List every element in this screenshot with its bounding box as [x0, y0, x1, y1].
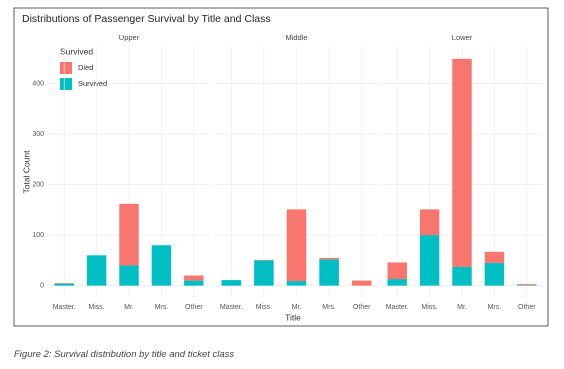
bar — [387, 262, 407, 280]
bar — [184, 280, 204, 286]
y-tick-label: 300 — [32, 131, 44, 138]
bar — [286, 209, 307, 282]
x-tick-label: Other — [518, 304, 536, 311]
legend-label: Survived — [78, 79, 107, 88]
x-tick-label: Mrs. — [155, 304, 169, 311]
x-tick-label: Master. — [53, 304, 76, 311]
x-tick-label: Miss. — [421, 304, 437, 311]
x-tick-label: Mr. — [124, 304, 134, 311]
bar — [419, 235, 440, 286]
bar — [419, 209, 440, 236]
x-tick-label: Mrs. — [488, 304, 502, 311]
bar — [484, 262, 505, 286]
bar — [517, 285, 537, 286]
bar — [452, 58, 472, 267]
legend-swatch — [60, 78, 72, 90]
x-tick-label: Miss. — [256, 304, 272, 311]
bar — [151, 245, 172, 286]
bar — [319, 259, 339, 286]
facet-label: Middle — [285, 33, 307, 42]
bar — [387, 279, 407, 286]
x-tick-label: Mr. — [292, 304, 302, 311]
y-tick-label: 200 — [32, 181, 44, 188]
bar — [54, 283, 74, 286]
facet-label: Upper — [119, 33, 140, 42]
y-tick-label: 0 — [40, 282, 44, 289]
bar — [517, 284, 537, 286]
legend-title: Survived — [60, 46, 93, 56]
y-axis-label: Total Count — [21, 150, 31, 194]
x-tick-label: Mr. — [457, 304, 467, 311]
bar — [319, 257, 339, 260]
x-tick-label: Mrs. — [322, 304, 336, 311]
x-tick-label: Other — [185, 304, 203, 311]
bar — [184, 275, 204, 281]
bar — [54, 283, 74, 284]
bar — [221, 280, 242, 286]
caption: Figure 2: Survival distribution by title… — [14, 349, 235, 360]
bar — [254, 260, 274, 286]
bar — [286, 281, 307, 286]
x-tick-label: Master. — [220, 304, 243, 311]
bar — [484, 251, 505, 263]
legend-swatch — [60, 62, 72, 74]
y-tick-label: 400 — [32, 80, 44, 87]
bar — [452, 266, 472, 286]
chart-title: Distributions of Passenger Survival by T… — [22, 13, 271, 25]
bar — [254, 259, 274, 261]
legend-label: Died — [78, 63, 93, 72]
bar — [86, 255, 107, 286]
x-tick-label: Other — [353, 304, 371, 311]
x-tick-label: Miss. — [88, 304, 104, 311]
bar — [351, 280, 372, 286]
chart: Distributions of Passenger Survival by T… — [13, 7, 549, 327]
y-tick-label: 100 — [32, 232, 44, 239]
x-tick-label: Master. — [386, 304, 409, 311]
bar — [119, 265, 139, 286]
facet-label: Lower — [452, 33, 473, 42]
x-axis-label: Title — [285, 312, 301, 322]
bar — [119, 203, 139, 266]
